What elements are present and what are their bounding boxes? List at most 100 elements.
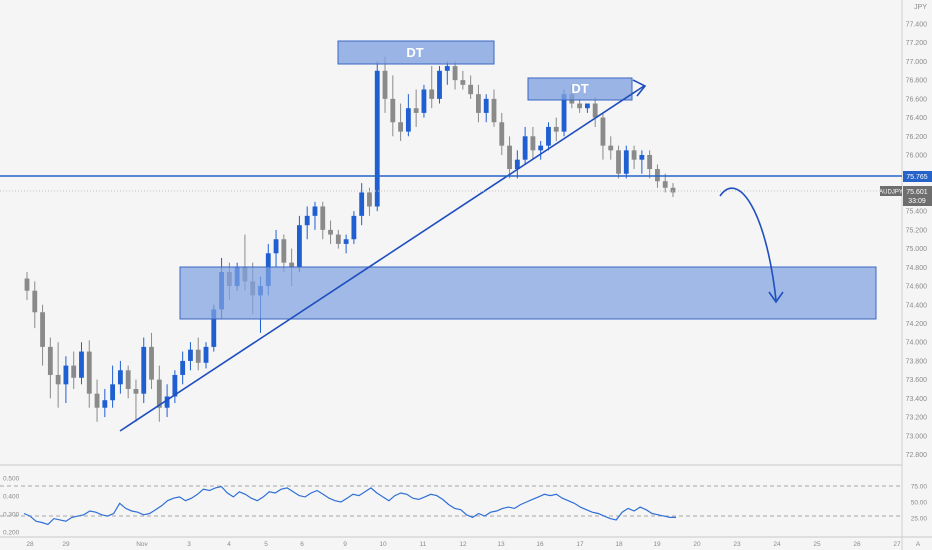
rsi-right-tick: 50.00 xyxy=(911,500,928,507)
time-tick-label: 26 xyxy=(853,541,861,548)
candle-body xyxy=(110,384,116,401)
candle-body xyxy=(351,215,357,240)
rsi-left-axis: 0.500 0.400 0.300 0.200 xyxy=(3,476,20,537)
double-top-box-1[interactable] xyxy=(337,40,495,65)
symbol-tag xyxy=(880,186,902,196)
candle-body xyxy=(32,290,38,313)
candle-body xyxy=(530,136,536,151)
time-tick-label: 4 xyxy=(227,541,231,548)
candle-body xyxy=(405,108,411,132)
price-tick-label: 75.400 xyxy=(906,209,928,216)
candle-body xyxy=(328,229,333,235)
time-tick-label: 25 xyxy=(813,541,821,548)
candle-body xyxy=(133,388,139,394)
candle-body xyxy=(296,225,302,268)
time-axis[interactable]: 28 29 Nov 3 4 5 6 9 10 11 12 13 16 17 18 19 20 23 24 25 26 27… xyxy=(26,541,920,548)
candle-body xyxy=(40,312,45,347)
symbol-name: AUDJPY xyxy=(879,190,903,196)
candle-body xyxy=(94,393,100,408)
demand-zone[interactable] xyxy=(179,266,877,320)
candle-body xyxy=(164,396,170,408)
candle-body xyxy=(156,379,162,408)
candle-body xyxy=(631,150,637,160)
candle-body xyxy=(429,89,435,99)
candle-body xyxy=(600,117,606,146)
price-tick-label: 74.800 xyxy=(906,265,928,272)
candle-body xyxy=(670,187,676,193)
candle-body xyxy=(561,94,567,132)
price-tick-label: 72.800 xyxy=(906,452,928,459)
candle-body xyxy=(55,374,61,385)
candle-body xyxy=(608,145,614,151)
time-tick-label: 27 xyxy=(893,541,901,548)
time-tick-label: 23 xyxy=(733,541,741,548)
rsi-left-tick: 0.300 xyxy=(3,512,20,519)
rsi-line[interactable] xyxy=(23,485,676,526)
dt-label-2: DT xyxy=(571,81,588,96)
candle-body xyxy=(172,374,178,397)
candle-body xyxy=(444,66,450,71)
candle-body xyxy=(47,346,53,375)
candle-body xyxy=(79,351,84,378)
candle-body xyxy=(195,349,201,363)
last-price-value: 75.601 xyxy=(906,189,928,196)
last-price-tag xyxy=(903,186,932,206)
time-tick-label: 9 xyxy=(343,541,347,548)
time-tick-label: 18 xyxy=(615,541,623,548)
candle-body xyxy=(398,122,404,132)
resistance-price-tag xyxy=(903,171,932,182)
time-tick-label: 24 xyxy=(773,541,781,548)
price-axis[interactable]: 77.400 77.200 77.000 76.800 76.600 76.400 76.2… xyxy=(906,21,928,459)
candle-body xyxy=(592,103,598,118)
candle-body xyxy=(538,145,544,151)
rsi-right-tick: 25.00 xyxy=(911,516,928,523)
candle-body xyxy=(483,98,489,113)
candle-body xyxy=(382,70,388,99)
candle-body xyxy=(413,108,419,113)
candle-body xyxy=(141,346,147,394)
time-tick-label: Nov xyxy=(136,541,148,548)
projection-curve[interactable] xyxy=(719,187,777,301)
price-tick-label: 76.400 xyxy=(906,115,928,122)
price-tick-label: 76.800 xyxy=(906,78,928,85)
candlestick-series xyxy=(24,56,676,422)
candle-body xyxy=(507,145,512,170)
currency-label: JPY xyxy=(914,4,927,11)
resistance-price-value: 75.765 xyxy=(906,174,928,181)
price-tick-label: 75.200 xyxy=(906,227,928,234)
candle-body xyxy=(553,126,559,132)
candle-body xyxy=(452,66,458,81)
rsi-left-tick: 0.200 xyxy=(3,530,20,537)
price-tick-label: 74.400 xyxy=(906,302,928,309)
time-tick-label: 28 xyxy=(26,541,34,548)
ascending-trendline[interactable] xyxy=(119,85,645,432)
time-tick-label: 10 xyxy=(379,541,387,548)
price-tick-label: 73.400 xyxy=(906,396,928,403)
price-tick-label: 74.600 xyxy=(906,284,928,291)
price-tick-label: 77.400 xyxy=(906,21,928,28)
candle-body xyxy=(499,122,505,146)
candle-body xyxy=(584,103,590,109)
rsi-left-tick: 0.500 xyxy=(3,476,20,483)
candle-body xyxy=(390,98,396,123)
double-top-box-2[interactable] xyxy=(527,77,633,101)
price-tick-label: 75.000 xyxy=(906,246,928,253)
candle-body xyxy=(514,159,520,170)
candle-body xyxy=(203,346,209,363)
candle-body xyxy=(647,155,653,170)
time-tick-label: A xyxy=(916,541,921,548)
candle-body xyxy=(86,351,92,394)
dt-label-1: DT xyxy=(406,45,423,60)
candle-body xyxy=(125,370,131,389)
candle-body xyxy=(180,360,186,375)
rsi-right-axis: 75.00 50.00 25.00 xyxy=(911,484,928,523)
candle-body xyxy=(24,278,30,291)
price-tick-label: 76.200 xyxy=(906,134,928,141)
candle-body xyxy=(343,239,349,244)
candle-body xyxy=(359,192,365,216)
bar-countdown: 33:09 xyxy=(908,198,926,205)
candle-body xyxy=(655,169,660,182)
rsi-left-tick: 0.400 xyxy=(3,494,20,501)
time-tick-label: 12 xyxy=(459,541,467,548)
